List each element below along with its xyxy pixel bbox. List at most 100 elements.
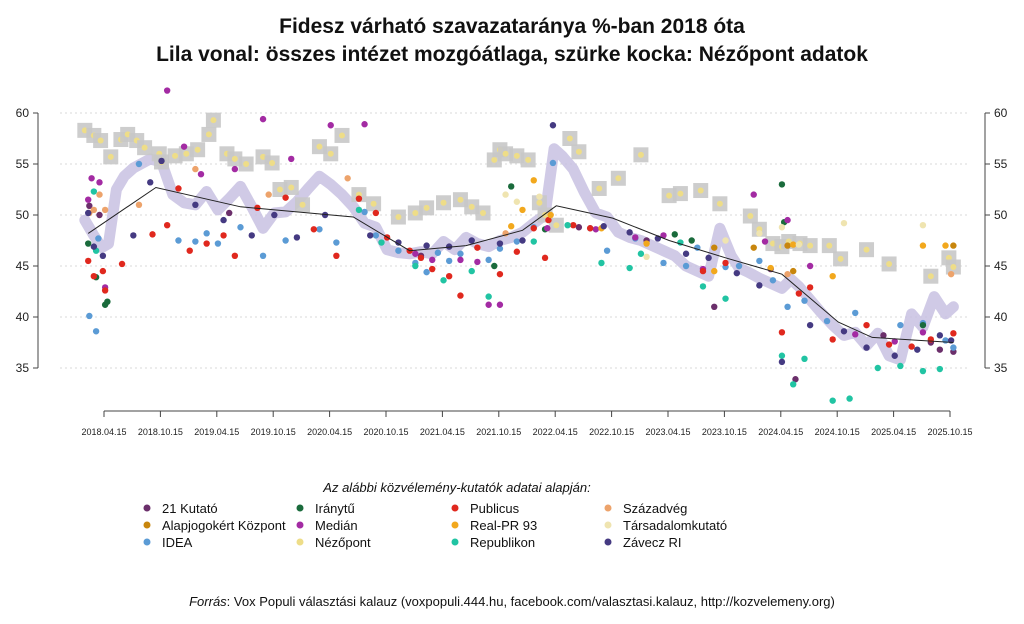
legend-swatch	[451, 538, 459, 546]
data-point	[829, 336, 836, 343]
data-point	[355, 206, 363, 214]
data-point	[545, 216, 552, 224]
x-tick-label: 2022.04.15	[533, 427, 578, 437]
y-tick-label-right: 35	[994, 361, 1008, 375]
data-point-nezopont	[276, 186, 283, 193]
x-tick-label: 2018.04.15	[81, 427, 126, 437]
legend-item: Nézőpont	[296, 535, 371, 550]
legend-item: Alapjogokért Központ	[143, 518, 286, 533]
data-point	[104, 298, 111, 305]
x-tick-label: 2022.10.15	[589, 427, 634, 437]
data-point	[795, 241, 803, 248]
data-point	[722, 295, 729, 302]
source-note: Forrás: Vox Populi választási kalauz (vo…	[189, 594, 835, 609]
x-tick-label: 2023.10.15	[702, 427, 747, 437]
data-point	[942, 337, 949, 344]
data-point	[434, 249, 442, 256]
data-point	[829, 397, 836, 404]
legend-item: Medián	[296, 518, 358, 533]
data-point	[801, 355, 808, 363]
data-point	[192, 201, 199, 208]
data-point-nezopont	[412, 209, 419, 216]
y-tick-label-left: 35	[16, 361, 30, 375]
legend-item: Társadalomkutató	[604, 518, 727, 533]
data-point	[86, 202, 93, 210]
y-tick-label-right: 45	[994, 259, 1008, 273]
data-point-nezopont	[536, 199, 543, 206]
data-point	[722, 259, 729, 267]
data-point	[468, 267, 475, 275]
data-point	[897, 362, 904, 370]
data-point	[203, 240, 210, 247]
data-point-nezopont	[513, 152, 520, 159]
data-point	[722, 237, 729, 244]
data-point	[85, 196, 92, 203]
data-point-nezopont	[107, 153, 114, 160]
data-point	[231, 165, 239, 173]
data-point	[626, 229, 633, 236]
data-point	[440, 277, 447, 284]
data-point	[86, 312, 93, 320]
data-point	[412, 262, 419, 270]
data-point-nezopont	[339, 132, 346, 139]
data-point	[372, 232, 380, 239]
data-point-nezopont	[769, 240, 776, 247]
data-point	[85, 240, 92, 247]
data-point	[790, 267, 797, 275]
data-point	[214, 240, 222, 247]
data-point	[852, 309, 859, 317]
data-point	[378, 239, 385, 246]
data-point	[474, 258, 481, 266]
data-point-nezopont	[124, 131, 131, 138]
data-point-nezopont	[542, 212, 549, 218]
data-point-nezopont	[615, 175, 622, 182]
data-point	[248, 232, 255, 239]
legend-item: Real-PR 93	[451, 518, 537, 533]
data-point	[919, 367, 927, 375]
data-point	[395, 239, 402, 246]
data-point	[310, 226, 318, 233]
data-point	[950, 242, 957, 249]
data-point	[282, 237, 289, 244]
data-point	[457, 250, 464, 257]
data-point-nezopont	[81, 127, 88, 134]
data-point	[950, 344, 957, 351]
data-point	[795, 290, 803, 297]
data-point	[423, 268, 430, 276]
data-point	[598, 259, 605, 267]
data-point-nezopont	[553, 222, 560, 229]
data-point	[135, 160, 143, 168]
data-point	[118, 260, 126, 268]
y-tick-label-right: 40	[994, 310, 1008, 324]
legend-item: Századvég	[604, 501, 687, 516]
data-point	[891, 352, 898, 359]
y-tick-label-right: 60	[994, 106, 1008, 120]
data-point	[840, 219, 848, 227]
data-point	[90, 243, 98, 250]
data-point	[784, 242, 791, 249]
data-point	[96, 211, 103, 219]
data-point	[586, 225, 594, 232]
data-point	[711, 267, 718, 275]
data-point	[355, 195, 363, 202]
data-point	[942, 242, 949, 249]
data-point	[288, 155, 295, 163]
data-point-nezopont	[950, 264, 957, 271]
y-tick-label-left: 55	[16, 157, 30, 171]
data-point	[784, 270, 791, 278]
data-point	[688, 237, 695, 244]
data-point	[863, 321, 870, 329]
legend-label: Társadalomkutató	[623, 518, 727, 533]
data-point	[784, 303, 791, 310]
legend-title: Az alábbi közvélemény-kutatók adatai ala…	[322, 480, 591, 495]
data-point-nezopont	[666, 192, 673, 199]
data-point	[85, 257, 92, 265]
data-point	[130, 232, 137, 239]
data-point	[790, 381, 797, 388]
x-tick-label: 2018.10.15	[138, 427, 183, 437]
data-point	[950, 330, 957, 337]
legend-label: 21 Kutató	[162, 501, 218, 516]
data-point	[231, 252, 239, 259]
data-point	[220, 216, 227, 224]
data-point	[919, 242, 927, 249]
